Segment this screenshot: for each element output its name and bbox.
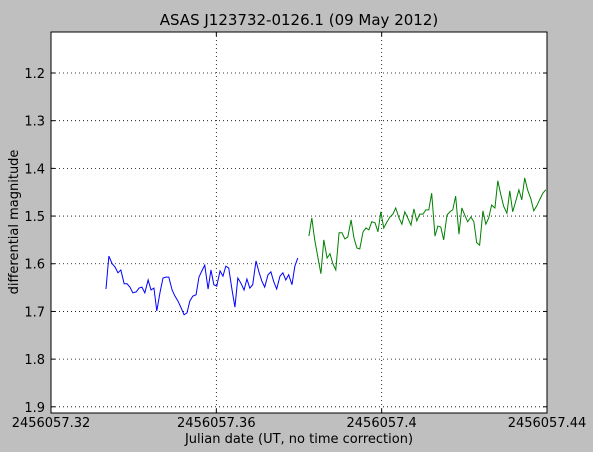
y-axis-label: differential magnitude bbox=[7, 150, 22, 295]
plot-area bbox=[51, 32, 547, 413]
y-tick-label: 1.6 bbox=[24, 258, 45, 273]
y-tick-label: 1.8 bbox=[24, 353, 45, 368]
y-tick-label: 1.2 bbox=[24, 67, 45, 82]
x-tick-label: 2456057.32 bbox=[12, 416, 91, 431]
x-tick-label: 2456057.36 bbox=[177, 416, 256, 431]
chart-title: ASAS J123732-0126.1 (09 May 2012) bbox=[160, 11, 438, 29]
x-axis-label: Julian date (UT, no time correction) bbox=[184, 432, 413, 447]
x-tick-label: 2456057.4 bbox=[347, 416, 417, 431]
y-tick-label: 1.5 bbox=[24, 210, 45, 225]
series-line bbox=[105, 255, 299, 316]
plot-frame bbox=[50, 31, 548, 414]
y-tick-label: 1.3 bbox=[24, 115, 45, 130]
y-tick-label: 1.7 bbox=[24, 305, 45, 320]
x-tick-label: 2456057.44 bbox=[508, 416, 587, 431]
series-line bbox=[308, 177, 547, 274]
y-tick-label: 1.4 bbox=[24, 162, 45, 177]
y-tick-label: 1.9 bbox=[24, 401, 45, 416]
